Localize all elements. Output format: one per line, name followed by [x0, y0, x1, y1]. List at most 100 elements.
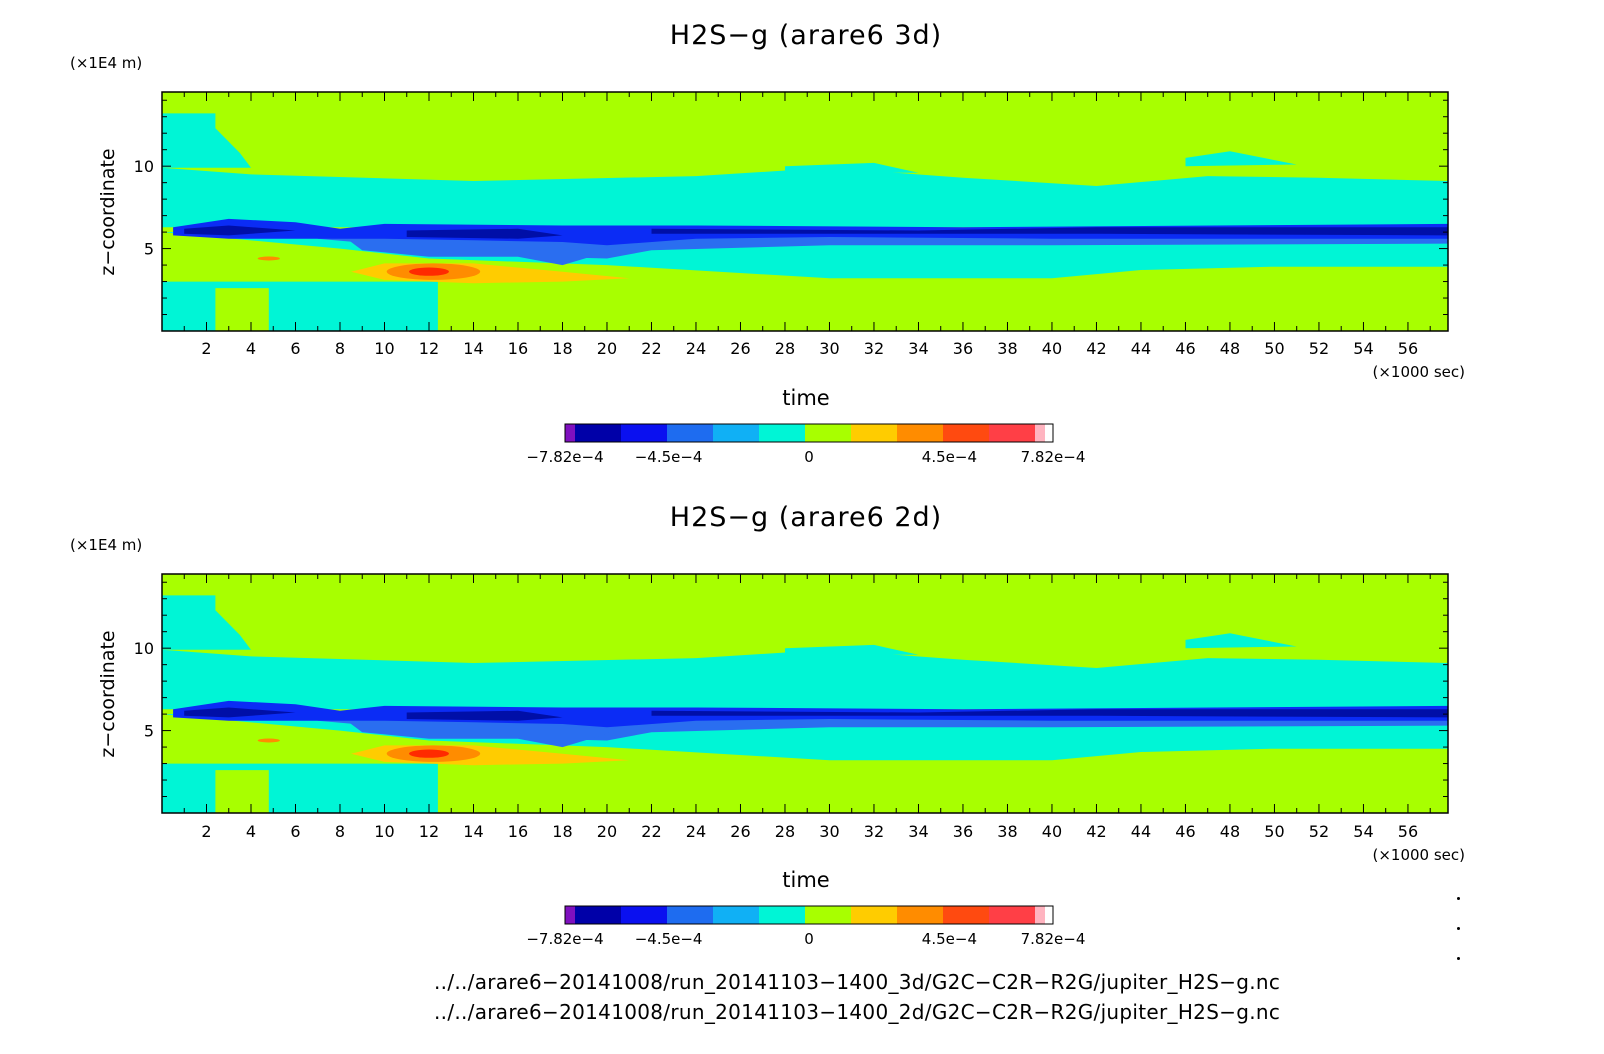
x-tick-label: 38 [997, 339, 1017, 358]
file-path-2d: ../../arare6−20141008/run_20141103−1400_… [434, 1000, 1281, 1024]
x-tick-label: 28 [775, 822, 795, 841]
x-tick-label: 32 [864, 822, 884, 841]
colorbar: −7.82e−4 −4.5e−4 0 4.5e−4 7.82e−4 [526, 423, 1086, 466]
teal-patch-3 [228, 195, 318, 203]
deep-patch-2 [406, 710, 563, 721]
plot-frame [161, 91, 1449, 332]
plot-frame [161, 573, 1449, 814]
colorbar-swatch [851, 906, 897, 924]
x-tick-label: 50 [1264, 339, 1284, 358]
x-tick-label: 48 [1220, 339, 1240, 358]
colorbar-swatch [1035, 424, 1045, 442]
colorbar-tick-label: 7.82e−4 [1021, 930, 1086, 948]
x-tick-label: 24 [686, 339, 706, 358]
deep-patch-3 [651, 227, 1448, 236]
colorbar-swatch [805, 424, 851, 442]
x-tick-label: 14 [463, 822, 483, 841]
x-tick-label: 40 [1042, 339, 1062, 358]
y-unit-label: (×1E4 m) [70, 54, 142, 72]
x-unit-label: (×1000 sec) [1372, 363, 1465, 381]
x-tick-label: 4 [246, 822, 256, 841]
teal-lower-left [162, 763, 438, 813]
colorbar-swatch [759, 424, 805, 442]
x-tick-label: 50 [1264, 822, 1284, 841]
x-tick-label: 10 [374, 339, 394, 358]
x-axis-label: time [782, 386, 829, 410]
teal-patch-2 [1185, 633, 1297, 649]
colorbar-swatch [943, 424, 989, 442]
colorbar-swatch [667, 424, 713, 442]
x-tick-label: 2 [201, 822, 211, 841]
x-tick-label: 22 [641, 339, 661, 358]
colorbar-tick-label: −4.5e−4 [635, 448, 703, 466]
colorbar-swatch [621, 906, 667, 924]
marker-dot-2 [1457, 927, 1460, 930]
x-tick-label: 20 [597, 822, 617, 841]
teal-patch-1 [785, 162, 919, 173]
teal-patch-2 [1185, 151, 1297, 167]
x-tick-label: 40 [1042, 822, 1062, 841]
colorbar-swatch [575, 906, 621, 924]
x-tick-label: 54 [1353, 339, 1373, 358]
x-tick-label: 44 [1131, 339, 1151, 358]
chart-title: H2S−g (arare6 2d) [670, 502, 942, 533]
red-core [408, 267, 450, 276]
x-tick-label: 10 [374, 822, 394, 841]
colorbar-swatch [897, 424, 943, 442]
colorbar-tick-label: −4.5e−4 [635, 930, 703, 948]
colorbar-tick-label: 0 [804, 930, 814, 948]
x-tick-label: 6 [290, 822, 300, 841]
colorbar-swatch [575, 424, 621, 442]
teal-lower-left [162, 281, 438, 331]
chart-panel-2d: 2 4 6 8 10 12 14 16 18 20 22 24 26 28 30 32 34 36 38 40 42 44… [70, 502, 1465, 948]
x-tick-label: 24 [686, 822, 706, 841]
x-tick-label: 6 [290, 339, 300, 358]
x-axis-label: time [782, 868, 829, 892]
deep-patch-2 [406, 228, 563, 239]
green-block-2 [164, 245, 220, 261]
y-tick-label: 5 [144, 722, 154, 741]
y-tick-label: 5 [144, 240, 154, 259]
colorbar-swatch [621, 424, 667, 442]
orange-speck [257, 256, 280, 261]
y-axis-label: z−coordinate [97, 148, 119, 275]
x-tick-label: 16 [508, 822, 528, 841]
colorbar-frame [564, 423, 1054, 443]
x-tick-label: 8 [335, 339, 345, 358]
x-tick-label: 56 [1398, 339, 1418, 358]
file-path-3d: ../../arare6−20141008/run_20141103−1400_… [434, 970, 1281, 994]
x-tick-label: 4 [246, 339, 256, 358]
y-axis-label: z−coordinate [97, 630, 119, 757]
x-tick-label: 18 [552, 822, 572, 841]
x-tick-label: 46 [1175, 339, 1195, 358]
red-core [408, 749, 450, 758]
y-unit-label: (×1E4 m) [70, 536, 142, 554]
teal-patch-1 [785, 644, 919, 655]
teal-upper-left [162, 595, 251, 650]
chart-title: H2S−g (arare6 3d) [670, 20, 942, 51]
marker-dot-3 [1457, 957, 1460, 960]
x-tick-label: 12 [419, 339, 439, 358]
green-block-3 [164, 270, 211, 279]
colorbar-swatch [713, 424, 759, 442]
colorbar: −7.82e−4 −4.5e−4 0 4.5e−4 7.82e−4 [526, 905, 1086, 948]
deep-patch-3 [651, 709, 1448, 718]
x-tick-label: 26 [730, 339, 750, 358]
orange-speck [257, 738, 280, 743]
colorbar-swatch [759, 906, 805, 924]
x-tick-label: 46 [1175, 822, 1195, 841]
x-tick-label: 42 [1086, 339, 1106, 358]
x-tick-label: 26 [730, 822, 750, 841]
colorbar-tick-label: 7.82e−4 [1021, 448, 1086, 466]
colorbar-tick-label: 4.5e−4 [922, 930, 977, 948]
x-tick-label: 18 [552, 339, 572, 358]
x-tick-label: 22 [641, 822, 661, 841]
x-tick-label: 14 [463, 339, 483, 358]
x-tick-label: 48 [1220, 822, 1240, 841]
colorbar-swatch [851, 424, 897, 442]
contour-field [162, 574, 1448, 813]
teal-band [162, 649, 1448, 710]
contour-field [162, 92, 1448, 331]
x-tick-label: 12 [419, 822, 439, 841]
green-block-1 [215, 770, 269, 813]
